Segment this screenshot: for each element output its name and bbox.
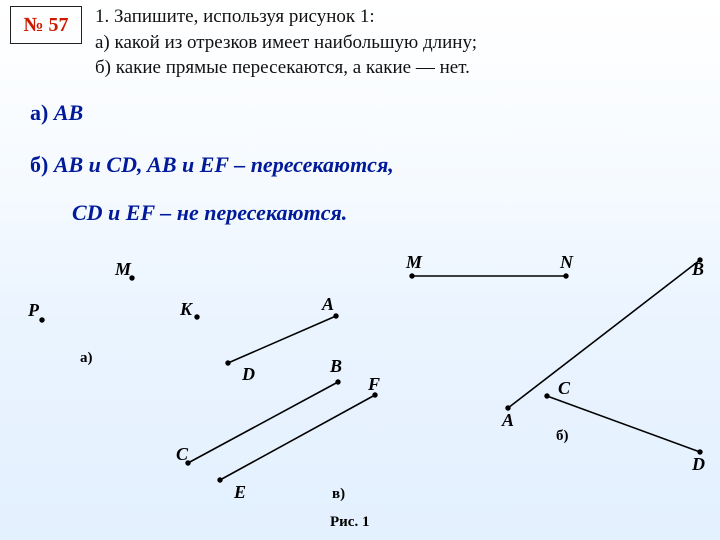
svg-text:B: B — [691, 259, 704, 279]
svg-text:D: D — [241, 364, 255, 384]
svg-text:N: N — [559, 252, 574, 272]
svg-text:E: E — [233, 482, 246, 502]
svg-text:C: C — [176, 444, 189, 464]
svg-text:F: F — [367, 374, 380, 394]
svg-text:а): а) — [80, 350, 93, 366]
svg-text:в): в) — [332, 486, 345, 502]
svg-text:B: B — [329, 356, 342, 376]
svg-text:б): б) — [556, 428, 569, 444]
figure-svg: M P Kа) A D B C F Eв) M N B A C Dб) — [0, 0, 720, 540]
svg-text:C: C — [558, 378, 571, 398]
figure-caption: Рис. 1 — [330, 514, 369, 531]
svg-text:A: A — [501, 410, 514, 430]
svg-text:M: M — [405, 252, 423, 272]
svg-text:P: P — [27, 300, 40, 320]
svg-text:M: M — [114, 259, 132, 279]
svg-text:A: A — [321, 294, 334, 314]
svg-text:D: D — [691, 454, 705, 474]
svg-text:K: K — [179, 299, 194, 319]
